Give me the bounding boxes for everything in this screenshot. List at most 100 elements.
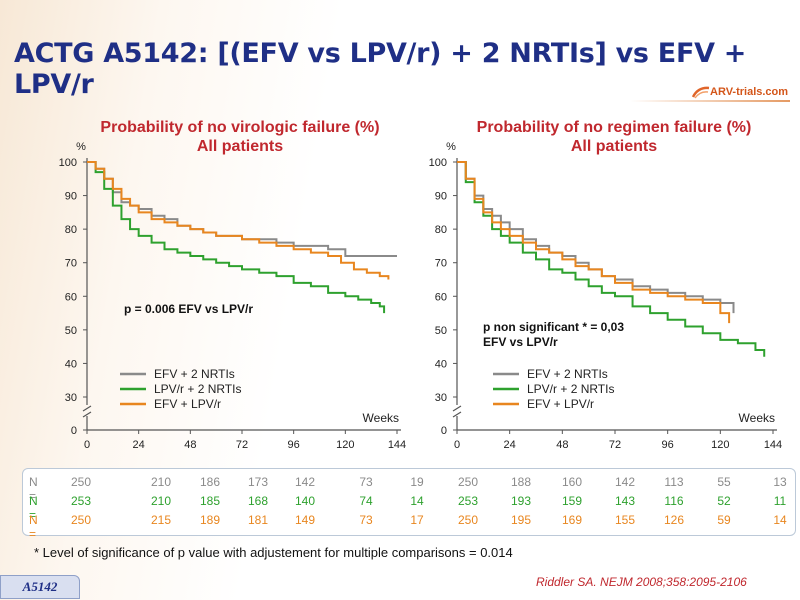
n-table-cell-left: 74 — [359, 494, 373, 508]
n-table-cell-left: 17 — [410, 513, 424, 527]
right-p-value-annotation: p non significant * = 0,03 — [483, 320, 624, 334]
n-table-cell-left: 210 — [150, 475, 172, 489]
right-x-tick-label: 96 — [662, 439, 674, 451]
n-table-cell-left: 73 — [359, 475, 373, 489]
right-x-tick-label: 0 — [454, 439, 460, 451]
logo-underline — [630, 100, 790, 102]
n-table-cell-left: 215 — [150, 513, 172, 527]
right-x-axis-label: Weeks — [739, 411, 775, 425]
right-x-tick-label: 120 — [711, 439, 729, 451]
slide-title: ACTG A5142: [(EFV vs LPV/r) + 2 NRTIs] v… — [14, 38, 747, 100]
left-x-tick-label: 48 — [184, 439, 196, 451]
n-table-cell-left: 19 — [410, 475, 424, 489]
footnote: * Level of significance of p value with … — [34, 545, 513, 560]
right-x-tick-label: 144 — [764, 439, 782, 451]
chart-title-left-main: Probability of no virologic failure (%) — [100, 119, 380, 136]
n-table-cell-right: 11 — [773, 494, 787, 508]
n-table-cell-right: 142 — [614, 475, 636, 489]
right-x-tick-label: 48 — [556, 439, 568, 451]
left-series-line-3 — [87, 161, 390, 280]
right-p-value-annotation: EFV vs LPV/r — [483, 335, 558, 349]
n-table-cell-left: 73 — [359, 513, 373, 527]
n-table-cell-left: 14 — [410, 494, 424, 508]
n-table-cell-right: 55 — [717, 475, 731, 489]
right-x-tick-label: 72 — [609, 439, 621, 451]
right-y-axis-label: % — [446, 141, 456, 153]
left-y-tick-label: 50 — [65, 325, 77, 337]
right-series-line-2 — [457, 161, 766, 357]
left-x-tick-label: 144 — [388, 439, 406, 451]
right-y-tick-label: 70 — [435, 258, 447, 270]
right-legend-label-3: EFV + LPV/r — [527, 397, 594, 411]
left-legend-label-3: EFV + LPV/r — [154, 397, 221, 411]
right-y-tick-label: 100 — [429, 157, 447, 169]
right-y-tick-label: 50 — [435, 325, 447, 337]
left-y-tick-label: 100 — [59, 157, 77, 169]
arv-trials-logo: ARV-trials.com — [692, 82, 788, 102]
left-y-tick-label: 40 — [65, 358, 77, 370]
left-legend-label-2: LPV/r + 2 NRTIs — [154, 382, 241, 396]
n-table-cell-right: 159 — [561, 494, 583, 508]
right-y-tick-label: 80 — [435, 224, 447, 236]
chart-title-right-sub: All patients — [570, 138, 658, 155]
n-table-cell-right: 52 — [717, 494, 731, 508]
right-x-tick-label: 24 — [504, 439, 516, 451]
left-x-tick-label: 96 — [288, 439, 300, 451]
right-y-tick-label: 30 — [435, 392, 447, 404]
n-table-cell-left: 168 — [247, 494, 269, 508]
n-table-cell-right: 193 — [510, 494, 532, 508]
left-x-tick-label: 0 — [84, 439, 90, 451]
n-table-cell-left: 149 — [294, 513, 316, 527]
left-legend-label-1: EFV + 2 NRTIs — [154, 367, 235, 381]
right-y-tick-label: 90 — [435, 191, 447, 203]
n-table-cell-right: 160 — [561, 475, 583, 489]
left-y-axis-label: % — [76, 141, 86, 153]
n-table-cell-left: 253 — [70, 494, 92, 508]
study-tag: A5142 — [0, 575, 80, 599]
right-axis-break-icon — [452, 405, 462, 418]
n-table-cell-right: 250 — [457, 475, 479, 489]
n-table-cell-right: 253 — [457, 494, 479, 508]
logo-text: ARV-trials.com — [710, 86, 789, 98]
n-table-cell-right: 59 — [717, 513, 731, 527]
n-table-cell-right: 113 — [664, 475, 684, 489]
left-x-axis-label: Weeks — [363, 411, 399, 425]
right-legend-label-2: LPV/r + 2 NRTIs — [527, 382, 614, 396]
n-table-cell-left: 210 — [150, 494, 172, 508]
n-table-cell-left: 142 — [294, 475, 316, 489]
n-table-cell-left: 181 — [247, 513, 269, 527]
left-y-tick-label: 70 — [65, 258, 77, 270]
left-x-tick-label: 72 — [236, 439, 248, 451]
n-table-cell-left: 140 — [294, 494, 316, 508]
chart-title-right: Probability of no regimen failure (%) Al… — [424, 118, 800, 156]
left-series-line-2 — [87, 161, 386, 314]
right-y-tick-label: 0 — [441, 425, 447, 437]
n-table-cell-left: 189 — [199, 513, 221, 527]
chart-title-left-sub: All patients — [196, 138, 284, 155]
n-table-row-label: N = — [29, 475, 38, 503]
n-table-cell-left: 250 — [70, 475, 92, 489]
n-table-cell-right: 195 — [510, 513, 532, 527]
right-y-tick-label: 40 — [435, 358, 447, 370]
n-table-cell-right: 116 — [664, 494, 684, 508]
n-table-cell-right: 250 — [457, 513, 479, 527]
n-table-cell-right: 13 — [773, 475, 787, 489]
left-y-tick-label: 60 — [65, 291, 77, 303]
left-y-tick-label: 0 — [71, 425, 77, 437]
n-table-cell-left: 173 — [247, 475, 269, 489]
n-table-cell-left: 185 — [199, 494, 221, 508]
left-x-tick-label: 24 — [133, 439, 145, 451]
n-table-cell-right: 188 — [510, 475, 532, 489]
n-table-cell-right: 126 — [663, 513, 685, 527]
left-y-tick-label: 30 — [65, 392, 77, 404]
n-table-row-label: N = — [29, 513, 38, 541]
chart-title-left: Probability of no virologic failure (%) … — [50, 118, 430, 156]
n-table-row-label: N = — [29, 494, 38, 522]
chart-title-right-main: Probability of no regimen failure (%) — [476, 119, 752, 136]
n-table-cell-right: 169 — [561, 513, 583, 527]
left-axis-break-icon — [82, 405, 92, 418]
n-table-cell-right: 155 — [614, 513, 636, 527]
right-legend-label-1: EFV + 2 NRTIs — [527, 367, 608, 381]
